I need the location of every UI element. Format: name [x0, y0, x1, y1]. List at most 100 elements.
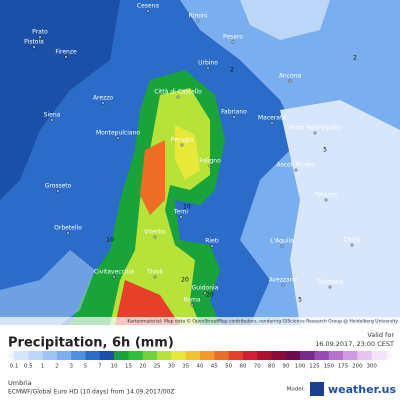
scale-label: 2 — [55, 364, 59, 370]
scale-cell — [314, 351, 330, 360]
scale-label: 40 — [197, 364, 204, 370]
legend-title: Precipitation, 6h (mm) — [8, 336, 174, 351]
city-label: Cesena — [137, 3, 160, 10]
city-marker — [190, 303, 194, 307]
scale-cell — [171, 351, 186, 360]
scale-cell — [242, 351, 258, 360]
scale-cell — [257, 351, 272, 360]
city-label: Firenze — [55, 49, 77, 56]
credit-bg — [0, 317, 400, 325]
city-label: Orbetello — [54, 225, 82, 232]
contour-label: 20 — [206, 292, 214, 299]
city-marker — [232, 115, 236, 119]
city-label: Guidonia — [192, 285, 219, 292]
city-label: Macerata — [258, 115, 286, 122]
city-marker — [153, 275, 157, 279]
city-label: Montepulciano — [96, 130, 140, 137]
eu-logo — [310, 382, 324, 396]
map-credit: Kartenmaterial: Map data © OpenStreetMap… — [127, 318, 398, 325]
scale-label: 5 — [84, 364, 88, 370]
city-label: Prato — [32, 29, 48, 36]
city-label: Sulmona — [317, 279, 344, 286]
scale-label: 0.1 — [10, 364, 19, 370]
scale-cell — [157, 351, 172, 360]
scale-cell — [285, 351, 301, 360]
scale-cell — [99, 351, 115, 360]
scale-cell — [85, 351, 101, 360]
city-marker — [64, 55, 68, 59]
city-marker — [56, 189, 60, 193]
scale-label: 10 — [111, 364, 118, 370]
contour-label: 5 — [298, 297, 302, 304]
scale-label: 70 — [254, 364, 261, 370]
city-marker — [176, 95, 180, 99]
region: Umbria — [8, 379, 32, 387]
scale-cell — [271, 351, 287, 360]
contour-labels: 2 2 5 10 10 20 20 5 — [106, 55, 357, 304]
scale-cell — [28, 351, 43, 360]
city-marker — [153, 235, 157, 239]
scale-label: 0.5 — [24, 364, 33, 370]
city-marker — [101, 101, 105, 105]
city-marker — [38, 35, 42, 39]
city-marker — [324, 198, 328, 202]
city-label: Pistoia — [24, 39, 44, 46]
scale-cell — [371, 351, 387, 360]
city-marker — [328, 285, 332, 289]
scale-cell — [300, 351, 315, 360]
city-label: Rieti — [205, 238, 219, 245]
contour-label: 5 — [323, 147, 327, 154]
city-marker — [288, 79, 292, 83]
city-marker — [112, 275, 116, 279]
scale-cell — [328, 351, 344, 360]
contour-label: 2 — [230, 67, 234, 74]
sea — [0, 250, 95, 325]
rain-area — [240, 0, 330, 40]
brand: weather.us — [328, 383, 396, 396]
city-marker — [116, 136, 120, 140]
city-marker — [281, 283, 285, 287]
city-marker — [196, 19, 200, 23]
city-label: L'Aquila — [270, 238, 294, 245]
scale-cell — [228, 351, 244, 360]
rain-area — [140, 140, 165, 215]
scale-label: 100 — [295, 364, 306, 370]
city-label: Porto Sant'Elpidio — [289, 125, 342, 132]
model-label: Model: — [287, 387, 306, 393]
city-marker — [280, 244, 284, 248]
city-marker — [313, 131, 317, 135]
rain-area — [115, 280, 180, 325]
valid-for: Valid for — [367, 331, 394, 339]
scale-cell — [114, 351, 129, 360]
city-label: Terni — [173, 209, 189, 216]
scale-arrow — [386, 351, 394, 360]
city-label: Urbino — [198, 60, 218, 67]
scale-cell — [71, 351, 86, 360]
city-label: Pesaro — [223, 34, 243, 41]
city-marker — [270, 121, 274, 125]
city-marker — [32, 45, 36, 49]
city-marker — [350, 243, 354, 247]
city-marker — [294, 168, 298, 172]
city-marker — [50, 118, 54, 122]
scale-label: 300 — [366, 364, 377, 370]
city-marker — [203, 291, 207, 295]
city-marker — [180, 143, 184, 147]
city-label: Fabriano — [221, 109, 247, 116]
rain-area — [0, 0, 120, 200]
city-marker — [66, 231, 70, 235]
contour-label: 10 — [183, 204, 191, 211]
scale-cell — [357, 351, 372, 360]
scale-cell — [200, 351, 215, 360]
scale-label: 45 — [211, 364, 218, 370]
color-scale: 0.1 0.5 1 2 3 5 7 10 15 20 25 30 35 40 45 50 60 70 80 90 100… — [6, 351, 394, 370]
city-marker — [208, 164, 212, 168]
scale-cell — [214, 351, 229, 360]
city-marker — [210, 244, 214, 248]
city-label: Ascoli Piceno — [276, 162, 315, 169]
scale-label: 30 — [168, 364, 175, 370]
city-label: Perugia — [171, 137, 194, 144]
scale-label: 80 — [268, 364, 275, 370]
valid-time: 16.09.2017, 23:00 CEST — [315, 340, 394, 348]
